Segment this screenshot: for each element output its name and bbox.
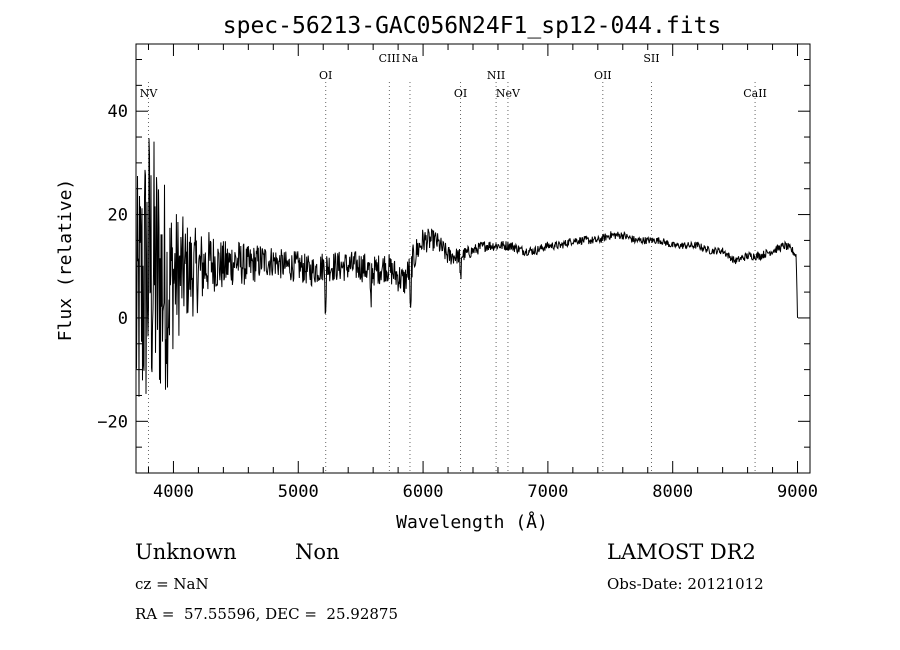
y-tick-label: 40 — [108, 102, 128, 122]
chart-title: spec-56213-GAC056N24F1_sp12-044.fits — [223, 13, 722, 39]
y-tick-label: 0 — [118, 309, 128, 329]
x-tick-label: 5000 — [278, 482, 319, 502]
obs-date-label: Obs-Date: 20121012 — [607, 575, 764, 593]
marker-label: OII — [594, 69, 612, 82]
y-axis-label: Flux (relative) — [55, 179, 76, 342]
marker-label: Na — [402, 52, 419, 65]
x-tick-label: 8000 — [652, 482, 693, 502]
marker-label: OI — [319, 69, 332, 82]
marker-label: CaII — [743, 87, 767, 100]
y-tick-label: 20 — [108, 206, 128, 226]
marker-label: NeV — [496, 87, 521, 100]
redshift-label: cz = NaN — [135, 575, 209, 593]
marker-label: SII — [643, 52, 659, 65]
coordinates-label: RA = 57.55596, DEC = 25.92875 — [135, 605, 399, 623]
plot-frame — [135, 43, 811, 474]
x-tick-label: 4000 — [153, 482, 194, 502]
y-tick-label: −20 — [97, 412, 128, 432]
marker-label: NV — [140, 87, 159, 100]
emission-line-markers: NV OI CIII Na OI NII NeV OII SII CaII — [140, 52, 767, 473]
spectrum-series — [135, 138, 798, 397]
object-subclass: Non — [295, 540, 340, 564]
x-tick-label: 9000 — [777, 482, 818, 502]
x-tick-label: 6000 — [403, 482, 444, 502]
object-class: Unknown — [135, 540, 237, 564]
x-tick-label: 7000 — [527, 482, 568, 502]
marker-label: CIII — [379, 52, 400, 65]
survey-label: LAMOST DR2 — [607, 540, 756, 564]
axes: 4000 5000 6000 7000 8000 9000 −20 0 20 40 — [97, 43, 818, 502]
marker-label: NII — [487, 69, 505, 82]
x-axis-label: Wavelength (Å) — [396, 511, 548, 533]
spectrum-line — [135, 138, 798, 397]
marker-label: OI — [454, 87, 467, 100]
